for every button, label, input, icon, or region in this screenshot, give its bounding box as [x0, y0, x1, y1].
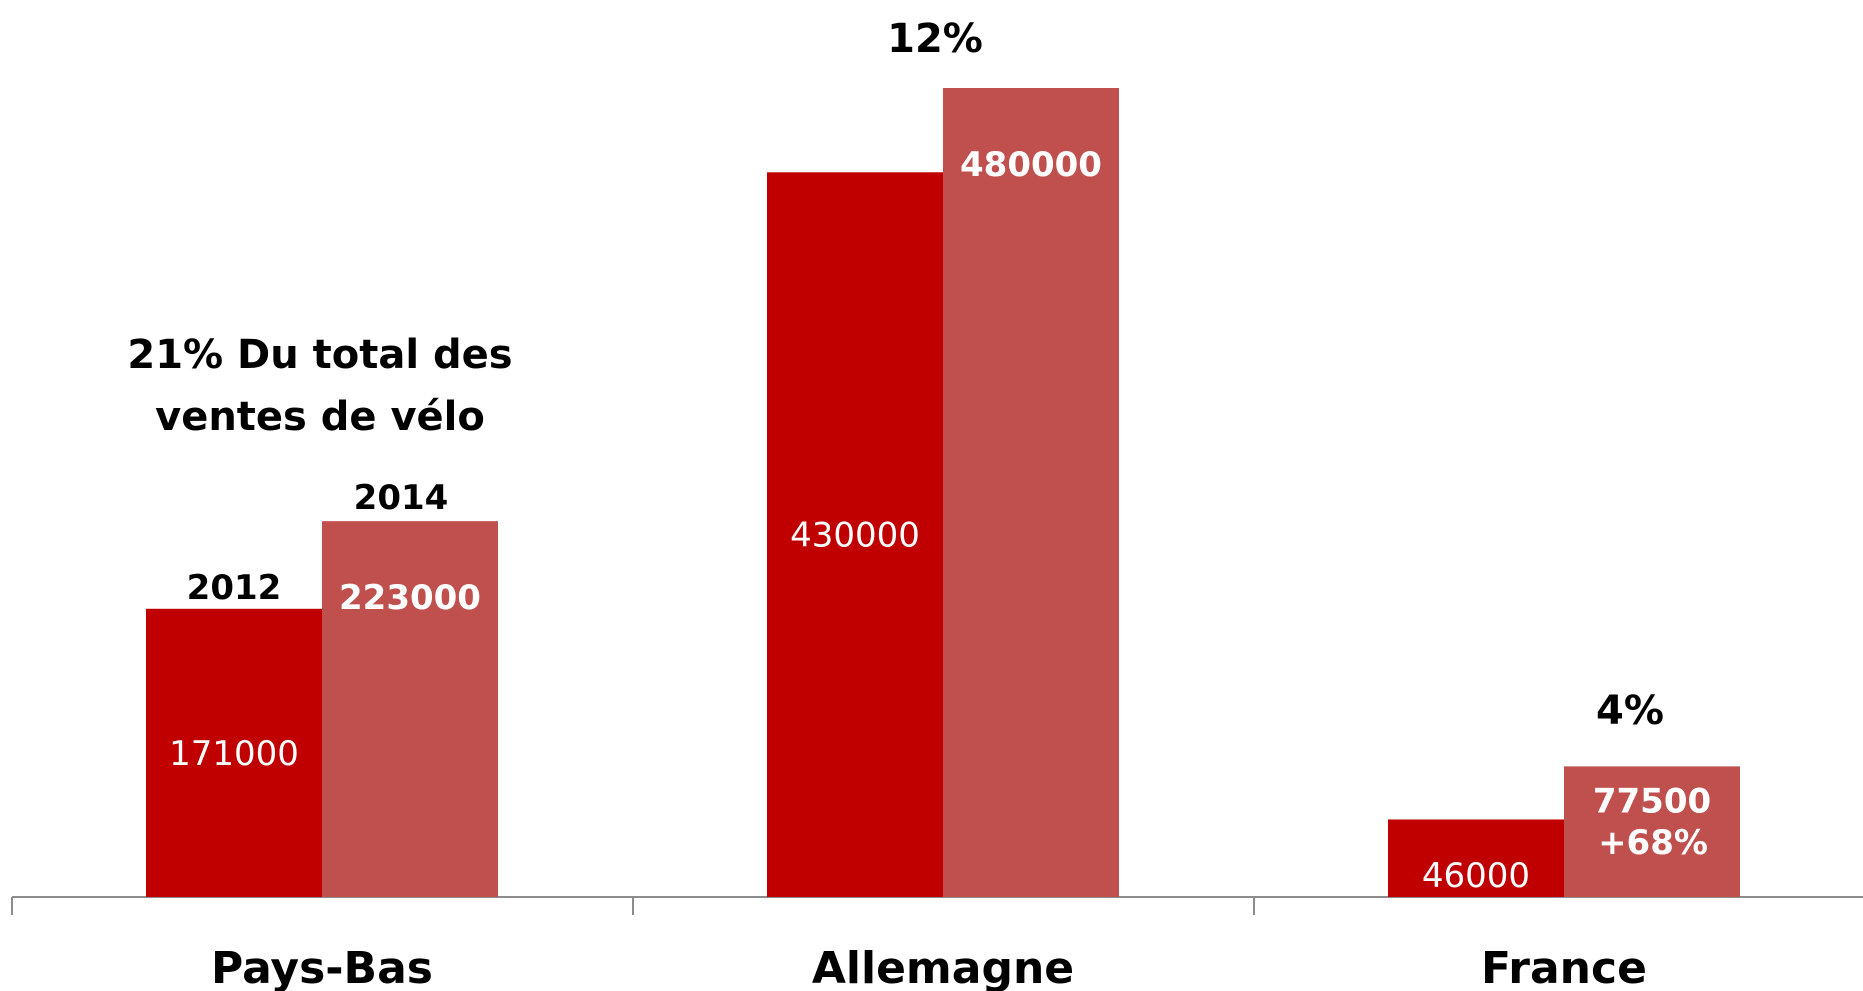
annotation-pays-bas-share-line2: ventes de vélo	[155, 394, 485, 440]
bars-layer	[146, 88, 1740, 898]
bar-2014-allemagne	[943, 88, 1119, 897]
labels-layer: 171000 430000 46000 223000 480000 77500	[169, 145, 1711, 896]
bar-2014-france	[1564, 766, 1740, 897]
data-label-2012-pays-bas: 171000	[169, 734, 299, 774]
bar-2012-allemagne	[767, 172, 943, 898]
annotation-pays-bas-share-line1: 21% Du total des	[127, 332, 512, 378]
annotation-allemagne-share: 12%	[887, 16, 983, 62]
data-label-2012-france: 46000	[1422, 856, 1530, 896]
data-label-2014-france: 77500	[1593, 781, 1711, 821]
growth-label-france: +68%	[1598, 823, 1708, 863]
data-label-2014-pays-bas: 223000	[339, 578, 481, 618]
bar-2012-pays-bas	[146, 608, 322, 897]
data-label-2012-allemagne: 430000	[790, 516, 920, 556]
category-label-pays-bas: Pays-Bas	[211, 943, 433, 991]
series-label-2014: 2014	[354, 478, 449, 518]
category-label-allemagne: Allemagne	[812, 943, 1074, 991]
series-label-2012: 2012	[187, 568, 282, 608]
category-label-france: France	[1481, 943, 1647, 991]
bar-2012-france	[1388, 819, 1564, 897]
bar-2014-pays-bas	[322, 521, 498, 897]
annotation-france-share: 4%	[1596, 688, 1664, 734]
data-label-2014-allemagne: 480000	[960, 145, 1102, 185]
